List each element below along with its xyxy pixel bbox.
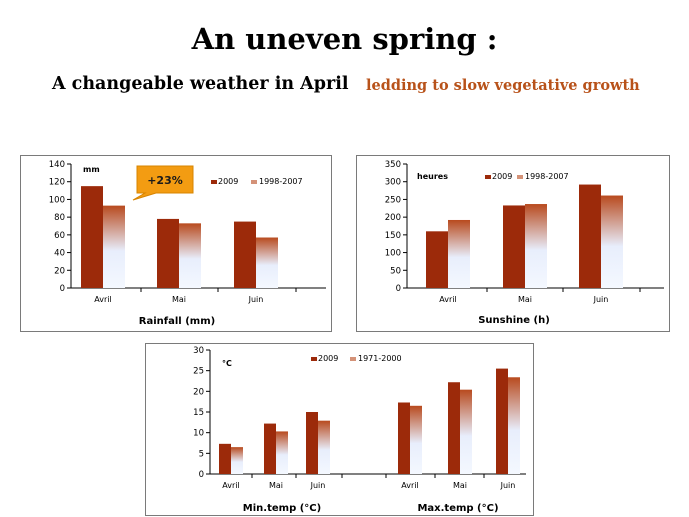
temperature-bar-reference (318, 420, 330, 474)
temperature-x-tick-label: Juin (310, 481, 326, 490)
sunshine-legend-reference: 1998-2007 (525, 172, 569, 181)
sunshine-y-tick-label: 350 (385, 160, 401, 170)
rainfall-bar-reference (179, 223, 201, 288)
sunshine-bar-reference (525, 204, 547, 288)
temperature-legend-swatch-reference (350, 357, 356, 361)
temperature-y-tick-label: 10 (193, 429, 204, 439)
rainfall-legend-swatch-2009 (211, 180, 217, 184)
temperature-unit-label: °C (222, 359, 232, 368)
temperature-bar-2009 (398, 402, 410, 474)
sunshine-bar-reference (601, 195, 623, 288)
sunshine-legend-2009: 2009 (492, 172, 512, 181)
max-temp-group-label: Max.temp (°C) (417, 503, 498, 514)
temperature-y-tick-label: 20 (193, 387, 204, 397)
temperature-x-tick-label: Mai (453, 481, 467, 490)
sunshine-y-tick-label: 250 (385, 195, 401, 205)
temperature-x-tick-label: Juin (500, 481, 516, 490)
temperature-x-tick-label: Avril (222, 481, 239, 490)
temperature-legend-reference: 1971-2000 (358, 354, 402, 363)
sunshine-y-tick-label: 0 (396, 284, 401, 294)
rainfall-bar-2009 (157, 218, 179, 288)
sunshine-y-tick-label: 150 (385, 231, 401, 241)
rainfall-callout-text: +23% (147, 174, 183, 187)
temperature-chart-panel: 0 5 10 15 20 25 30 Avril Mai Juin Avril Mai Juin °C 20… (145, 343, 534, 516)
rainfall-chart: 0 20 40 60 80 100 120 140 Avril Mai Juin mm 2009 1998… (49, 160, 326, 327)
sunshine-legend-swatch-2009 (485, 175, 491, 179)
temperature-y-tick-label: 25 (193, 367, 204, 377)
sunshine-chart-panel: 0 50 100 150 200 250 300 350 Avril Mai Juin heures 2… (356, 155, 670, 332)
sunshine-chart: 0 50 100 150 200 250 300 350 Avril Mai Juin heures 2… (385, 160, 664, 326)
sunshine-bar-reference (448, 219, 470, 288)
temperature-bar-2009 (448, 382, 460, 474)
sunshine-x-tick-label: Avril (439, 295, 456, 304)
sunshine-chart-title: Sunshine (h) (478, 315, 550, 326)
rainfall-y-tick-label: 20 (54, 266, 65, 276)
rainfall-bar-reference (103, 205, 125, 288)
sunshine-y-tick-label: 100 (385, 249, 401, 259)
rainfall-y-tick-label: 140 (49, 160, 65, 170)
temperature-y-tick-label: 5 (199, 449, 204, 459)
sunshine-x-tick-label: Mai (518, 295, 532, 304)
temperature-y-tick-label: 0 (199, 470, 204, 480)
sunshine-bar-2009 (579, 184, 601, 288)
subtitle-accent: ledding to slow vegetative growth (366, 77, 640, 94)
temperature-bar-reference (276, 431, 288, 474)
sunshine-bar-2009 (426, 231, 448, 288)
rainfall-x-tick-label: Avril (94, 295, 111, 304)
temperature-legend-2009: 2009 (318, 354, 338, 363)
rainfall-legend-2009: 2009 (218, 177, 238, 186)
rainfall-legend-reference: 1998-2007 (259, 177, 303, 186)
rainfall-y-tick-label: 80 (54, 213, 65, 223)
rainfall-y-tick-label: 100 (49, 195, 65, 205)
sunshine-y-tick-label: 300 (385, 178, 401, 188)
sunshine-bar-2009 (503, 205, 525, 288)
sunshine-unit-label: heures (417, 172, 448, 181)
rainfall-unit-label: mm (83, 165, 100, 174)
sunshine-legend-swatch-reference (517, 175, 523, 179)
temperature-bar-2009 (306, 412, 318, 474)
rainfall-x-tick-label: Mai (172, 295, 186, 304)
temperature-y-tick-label: 30 (193, 346, 204, 356)
sunshine-y-tick-label: 200 (385, 213, 401, 223)
rainfall-y-tick-label: 0 (60, 284, 65, 294)
slide-title: An uneven spring : (191, 22, 498, 56)
sunshine-y-tick-label: 50 (390, 266, 401, 276)
temperature-legend-swatch-2009 (311, 357, 317, 361)
rainfall-chart-title: Rainfall (mm) (139, 316, 215, 327)
rainfall-bar-2009 (81, 186, 103, 288)
temperature-chart: 0 5 10 15 20 25 30 Avril Mai Juin Avril Mai Juin °C 20… (193, 346, 526, 514)
temperature-bar-reference (410, 405, 422, 474)
rainfall-bar-reference (256, 237, 278, 288)
subtitle-main: A changeable weather in April (52, 74, 349, 94)
temperature-y-tick-label: 15 (193, 408, 204, 418)
temperature-bar-2009 (219, 443, 231, 474)
rainfall-y-tick-label: 60 (54, 231, 65, 241)
temperature-bar-reference (508, 377, 520, 474)
rainfall-chart-panel: 0 20 40 60 80 100 120 140 Avril Mai Juin mm 2009 1998… (20, 155, 332, 332)
rainfall-bar-2009 (234, 221, 256, 288)
rainfall-x-tick-label: Juin (248, 295, 264, 304)
sunshine-x-tick-label: Juin (593, 295, 609, 304)
min-temp-group-label: Min.temp (°C) (243, 503, 321, 514)
temperature-bar-2009 (264, 423, 276, 474)
temperature-bar-reference (231, 447, 243, 474)
rainfall-y-tick-label: 120 (49, 178, 65, 188)
temperature-bar-2009 (496, 368, 508, 474)
temperature-x-tick-label: Avril (401, 481, 418, 490)
rainfall-callout-box (132, 165, 194, 201)
rainfall-legend-swatch-reference (251, 180, 257, 184)
temperature-bar-reference (460, 389, 472, 474)
temperature-x-tick-label: Mai (269, 481, 283, 490)
rainfall-y-tick-label: 40 (54, 249, 65, 259)
